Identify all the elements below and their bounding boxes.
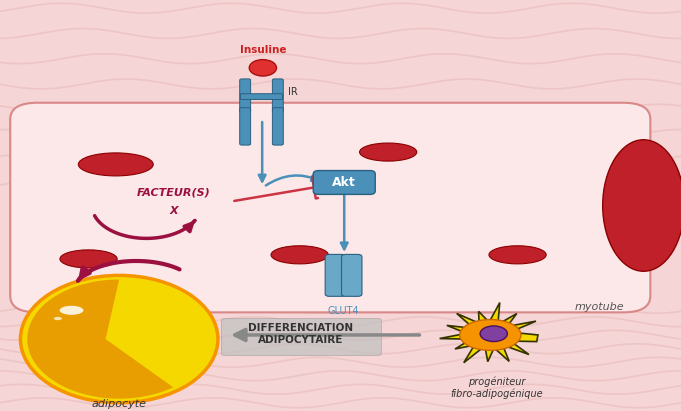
Text: X: X — [170, 206, 178, 215]
FancyBboxPatch shape — [272, 79, 283, 112]
Polygon shape — [27, 279, 173, 399]
FancyBboxPatch shape — [221, 319, 381, 356]
FancyBboxPatch shape — [10, 103, 650, 312]
FancyBboxPatch shape — [240, 108, 251, 145]
Ellipse shape — [480, 326, 507, 342]
FancyBboxPatch shape — [313, 171, 375, 194]
FancyBboxPatch shape — [342, 254, 362, 296]
Text: myotube: myotube — [575, 302, 624, 312]
Text: GLUT4: GLUT4 — [327, 306, 359, 316]
Ellipse shape — [360, 143, 417, 161]
Circle shape — [249, 60, 276, 76]
FancyBboxPatch shape — [240, 94, 283, 99]
Polygon shape — [440, 302, 538, 363]
Ellipse shape — [20, 275, 218, 403]
Text: IR: IR — [288, 88, 298, 97]
Text: progéniteur
fibro-adipogénique: progéniteur fibro-adipogénique — [451, 376, 543, 399]
Ellipse shape — [489, 246, 546, 264]
Ellipse shape — [603, 140, 681, 271]
Text: Akt: Akt — [332, 176, 356, 189]
Text: FACTEUR(S): FACTEUR(S) — [137, 187, 210, 197]
FancyBboxPatch shape — [240, 79, 251, 112]
Ellipse shape — [78, 153, 153, 176]
Text: adipocyte: adipocyte — [92, 399, 146, 409]
Text: DIFFERENCIATION
ADIPOCYTAIRE: DIFFERENCIATION ADIPOCYTAIRE — [249, 323, 353, 345]
Ellipse shape — [271, 246, 328, 264]
Text: Insuline: Insuline — [240, 46, 286, 55]
FancyBboxPatch shape — [272, 108, 283, 145]
Ellipse shape — [60, 250, 117, 268]
FancyBboxPatch shape — [326, 254, 345, 296]
Ellipse shape — [460, 320, 521, 350]
Ellipse shape — [54, 317, 62, 320]
Ellipse shape — [59, 306, 83, 315]
